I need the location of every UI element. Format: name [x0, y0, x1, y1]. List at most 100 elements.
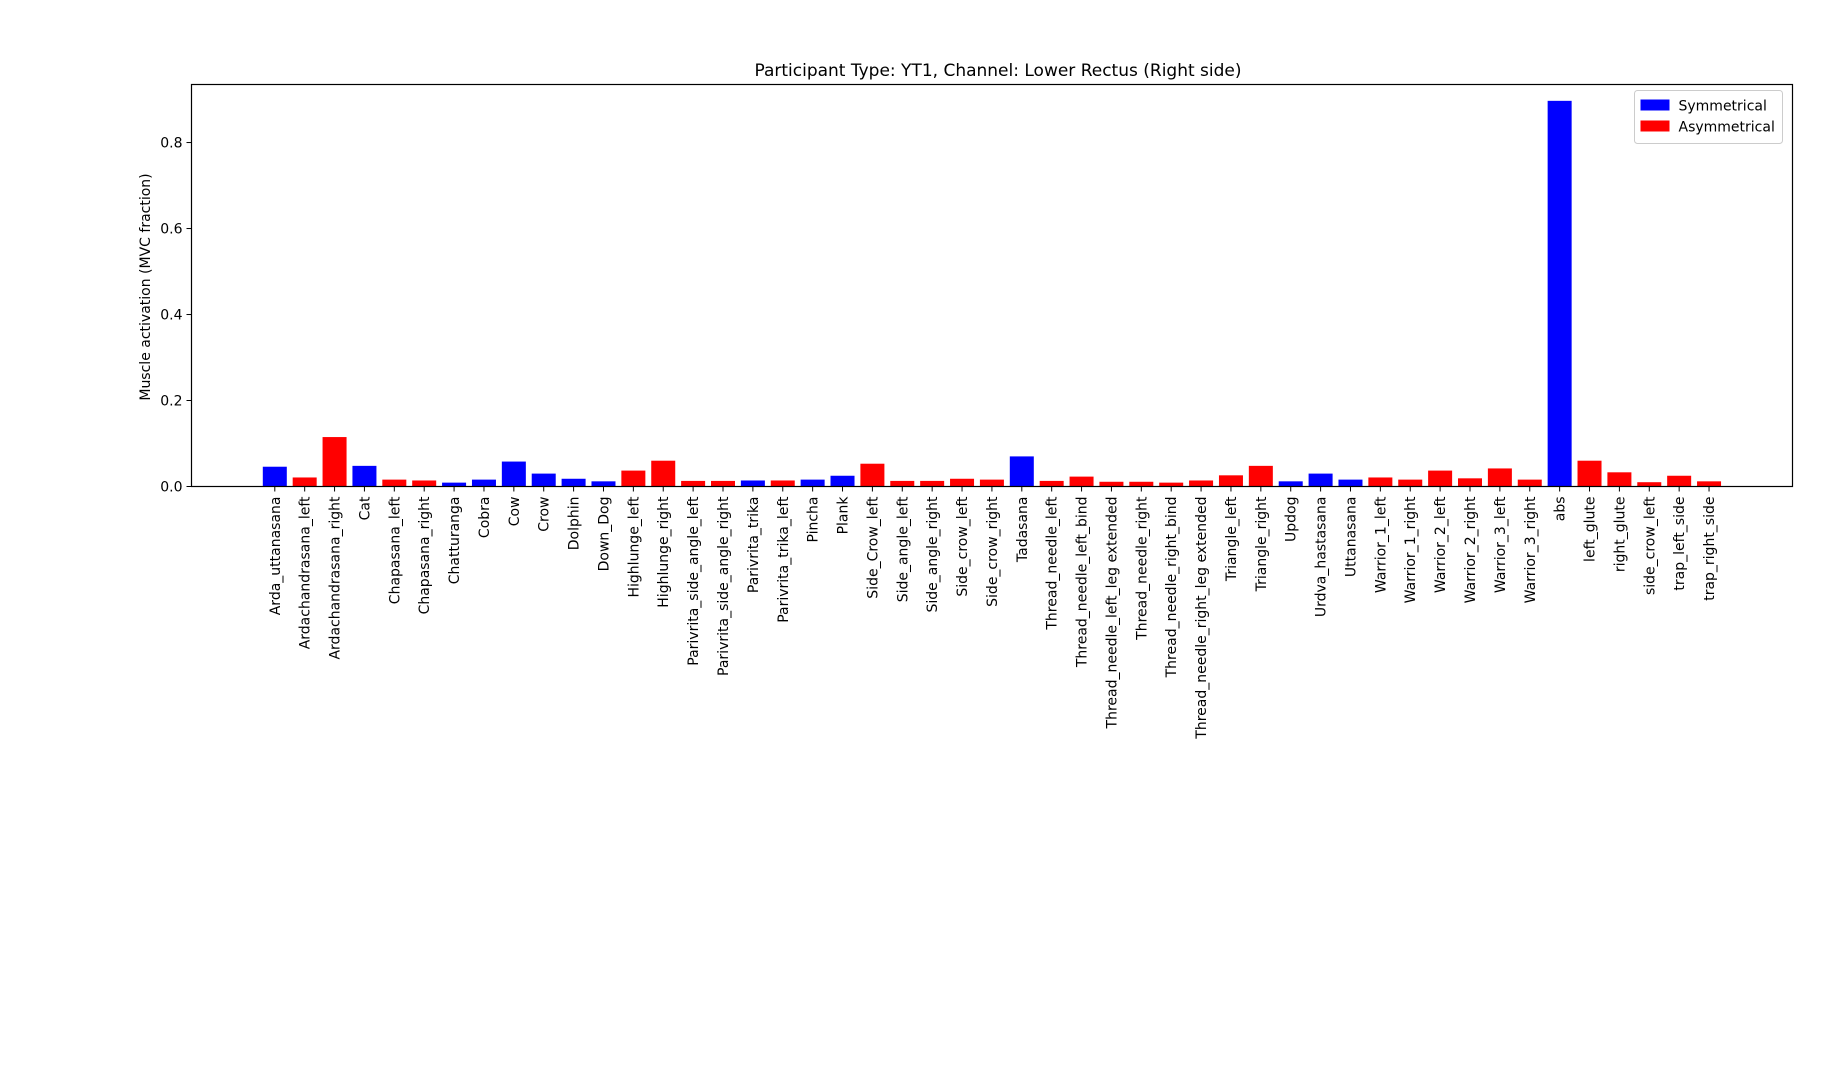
bar-Warrior_2_right [1458, 478, 1482, 487]
bar-Ardachandrasana_left [292, 477, 317, 487]
x-tick-label: Highlunge_right [656, 496, 672, 608]
bar-Thread_needle_right_bind [1159, 482, 1184, 487]
bar-right_glute [1607, 472, 1632, 487]
bar-Tadasana [1009, 456, 1034, 487]
x-tick-label: Chatturanga [447, 497, 463, 585]
x-tick-label: Parivrita_trika_left [776, 496, 792, 623]
x-tick-label: Triangle_left [1224, 496, 1240, 582]
x-tick-label: Thread_needle_left_bind [1075, 497, 1091, 669]
bar-Parivrita_trika_left [770, 480, 795, 487]
y-tick-label: 0.4 [160, 308, 182, 324]
x-tick-label: side_crow_left [1642, 496, 1658, 595]
legend: Symmetrical Asymmetrical [1634, 90, 1783, 144]
x-tick-label: Cobra [477, 497, 493, 539]
bar-Highlunge_right [651, 460, 676, 487]
y-axis: 0.0 0.2 0.4 0.6 0.8 [160, 136, 192, 496]
x-tick-label: Warrior_1_right [1403, 496, 1419, 603]
bar-Chatturanga [442, 482, 467, 487]
legend-box [1634, 90, 1783, 144]
bar-trap_right_side [1697, 481, 1722, 487]
x-tick-label: Chapasana_right [417, 496, 433, 614]
bar-Warrior_2_left [1428, 470, 1453, 487]
bar-Pincha [800, 479, 825, 487]
bar-abs [1547, 100, 1572, 487]
x-tick-label: Warrior_3_left [1493, 496, 1509, 593]
x-tick-label: Ardachandrasana_left [298, 496, 314, 649]
x-tick-label: Parivrita_side_angle_left [686, 496, 702, 666]
x-tick-label: Arda_uttanasana [268, 497, 284, 616]
x-tick-label: right_glute [1612, 497, 1628, 573]
x-tick-label: Side_angle_left [895, 496, 911, 602]
x-tick-label: Cow [507, 497, 523, 527]
x-tick-label: Pincha [806, 497, 822, 543]
x-tick-label: Ardachandrasana_right [328, 496, 344, 660]
y-tick-label: 0.2 [160, 394, 182, 410]
x-tick-label: Warrior_2_left [1433, 496, 1449, 593]
bar-Side_crow_right [979, 479, 1004, 487]
bar-Parivrita_side_angle_right [711, 480, 735, 487]
bar-Arda_uttanasana [262, 466, 287, 487]
y-tick-label: 0.8 [160, 136, 182, 152]
bar-Warrior_3_right [1517, 479, 1542, 487]
legend-label-asymmetrical: Asymmetrical [1679, 120, 1775, 136]
y-tick-label: 0.6 [160, 222, 182, 238]
x-axis: Arda_uttanasana Ardachandrasana_left Ardac… [268, 486, 1718, 740]
bar-Updog [1278, 481, 1303, 487]
x-tick-label: Crow [537, 497, 553, 532]
x-tick-label: Warrior_3_right [1523, 496, 1539, 603]
x-tick-label: Thread_needle_right_bind [1164, 497, 1180, 679]
y-axis-label: Muscle activation (MVC fraction) [138, 173, 154, 400]
x-tick-label: Side_Crow_left [865, 496, 881, 599]
bar-Chapasana_left [382, 479, 407, 487]
bar-Down_Dog [591, 481, 616, 487]
bar-Warrior_1_left [1368, 477, 1393, 487]
x-tick-label: Plank [836, 496, 852, 535]
bar-Highlunge_left [621, 470, 646, 487]
x-tick-label: Uttanasana [1343, 497, 1359, 578]
bar-Thread_needle_right_leg extended [1189, 480, 1214, 487]
bar-Parivrita_side_angle_left [681, 480, 706, 487]
bar-Triangle_right [1248, 465, 1273, 487]
x-tick-label: Side_crow_left [955, 496, 971, 597]
x-tick-label: Thread_needle_right_leg extended [1194, 497, 1210, 740]
x-tick-label: Side_angle_right [925, 496, 941, 613]
x-tick-label: trap_left_side [1672, 497, 1688, 591]
bar-Warrior_3_left [1487, 468, 1512, 487]
bar-Cat [352, 465, 377, 487]
chart-title: Participant Type: YT1, Channel: Lower Re… [754, 61, 1241, 81]
x-tick-label: Updog [1284, 497, 1300, 542]
bar-Plank [830, 475, 855, 487]
x-tick-label: Highlunge_left [626, 496, 642, 597]
x-tick-label: left_glute [1583, 497, 1599, 562]
x-tick-label: Triangle_right [1254, 496, 1270, 592]
bar-Chapasana_right [412, 480, 437, 487]
x-tick-label: Thread_needle_left_leg extended [1104, 497, 1120, 730]
legend-swatch-symmetrical [1640, 99, 1670, 111]
bar-Cow [501, 461, 526, 487]
x-tick-label: Parivrita_side_angle_right [716, 496, 732, 676]
plot-area [262, 100, 1722, 487]
bar-Dolphin [561, 478, 586, 487]
bar-Thread_needle_left_bind [1069, 476, 1094, 487]
x-tick-label: Cat [357, 496, 373, 520]
x-tick-label: Tadasana [1015, 497, 1031, 564]
bar-Side_crow_left [950, 478, 975, 487]
bar-Side_Crow_left [860, 463, 885, 487]
bar-Uttanasana [1338, 479, 1363, 487]
x-tick-label: Dolphin [567, 497, 583, 551]
x-tick-label: Parivrita_trika [746, 497, 762, 594]
x-tick-label: trap_right_side [1702, 497, 1718, 601]
bar-Parivrita_trika [740, 480, 765, 487]
x-tick-label: Side_crow_right [985, 496, 1001, 607]
x-tick-label: Down_Dog [596, 497, 612, 572]
legend-swatch-asymmetrical [1640, 120, 1670, 132]
bar-Crow [531, 473, 556, 487]
bar-Side_angle_right [920, 480, 945, 487]
bar-trap_left_side [1667, 475, 1692, 487]
bar-Warrior_1_right [1398, 479, 1423, 487]
legend-label-symmetrical: Symmetrical [1679, 99, 1767, 115]
bar-Triangle_left [1218, 475, 1243, 487]
x-tick-label: Warrior_1_left [1373, 496, 1389, 593]
bar-Thread_needle_left_leg extended [1099, 481, 1124, 487]
